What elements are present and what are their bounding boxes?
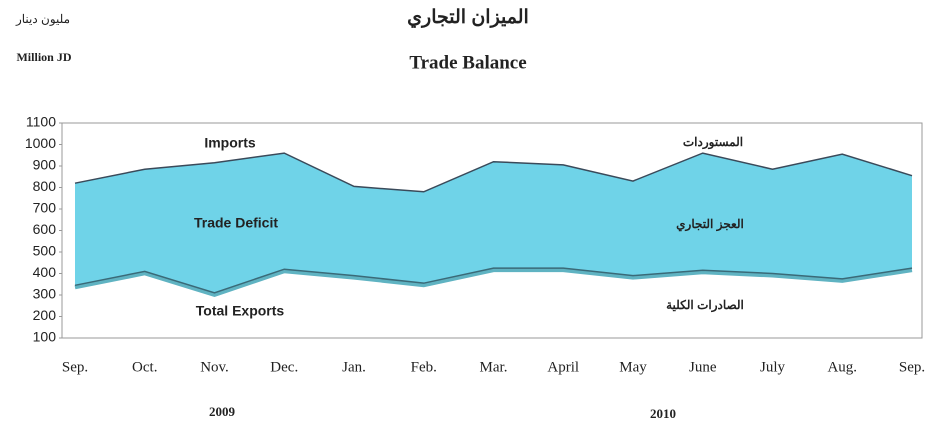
annotation: العجز التجاري: [676, 217, 744, 232]
x-tick-label: Aug.: [827, 359, 857, 375]
x-tick-label: June: [689, 359, 717, 375]
year-label: 2009: [209, 404, 236, 419]
x-tick-label: April: [547, 359, 579, 375]
series-line: [74, 267, 913, 294]
y-tick-label: 800: [33, 178, 57, 194]
unit-label: Million JD: [16, 50, 71, 64]
deficit-area: [75, 153, 912, 293]
year-label: 2010: [650, 406, 676, 421]
x-tick-label: Mar.: [480, 359, 508, 375]
y-tick-label: 1000: [25, 135, 56, 151]
x-tick-label: Sep.: [899, 359, 925, 375]
x-tick-label: May: [619, 359, 647, 375]
x-tick-label: July: [760, 359, 786, 375]
x-tick-label: Jan.: [342, 359, 366, 375]
x-tick-label: Dec.: [270, 359, 298, 375]
x-tick-label: Nov.: [200, 359, 229, 375]
y-tick-label: 700: [33, 200, 57, 216]
y-tick-label: 300: [33, 286, 57, 302]
unit-label-ar: مليون دينار: [15, 12, 70, 26]
series-line: [74, 152, 913, 193]
annotation: المستوردات: [683, 135, 743, 150]
annotation: Trade Deficit: [194, 215, 278, 231]
series-shadow: [74, 268, 913, 297]
y-tick-label: 600: [33, 221, 57, 237]
x-tick-label: Feb.: [411, 359, 437, 375]
series-label: Total Exports: [196, 303, 285, 319]
x-tick-label: Oct.: [132, 359, 157, 375]
series-label: Imports: [204, 135, 256, 151]
x-tick-label: Sep.: [62, 359, 88, 375]
y-tick-label: 400: [33, 264, 57, 280]
annotation: الصادرات الكلية: [666, 298, 744, 313]
y-tick-label: 100: [33, 329, 57, 345]
chart-title: الميزان التجاري: [407, 7, 529, 29]
y-tick-label: 200: [33, 307, 57, 323]
y-tick-label: 1100: [26, 114, 56, 130]
chart-subtitle: Trade Balance: [409, 52, 526, 73]
y-tick-label: 500: [33, 243, 57, 259]
y-tick-label: 900: [33, 157, 57, 173]
